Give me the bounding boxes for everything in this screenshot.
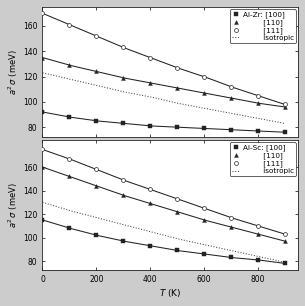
- Legend: Al-Sc: [100],          [110],          [111],          isotropic: Al-Sc: [100], [110], [111], isotropic: [230, 142, 296, 176]
- Legend: Al-Zr: [100],          [110],          [111],          isotropic: Al-Zr: [100], [110], [111], isotropic: [230, 9, 296, 43]
- Y-axis label: $a^2\,\sigma$ (meV): $a^2\,\sigma$ (meV): [7, 49, 20, 95]
- X-axis label: $T$ (K): $T$ (K): [159, 287, 181, 299]
- Y-axis label: $a^2\,\sigma$ (meV): $a^2\,\sigma$ (meV): [7, 182, 20, 228]
